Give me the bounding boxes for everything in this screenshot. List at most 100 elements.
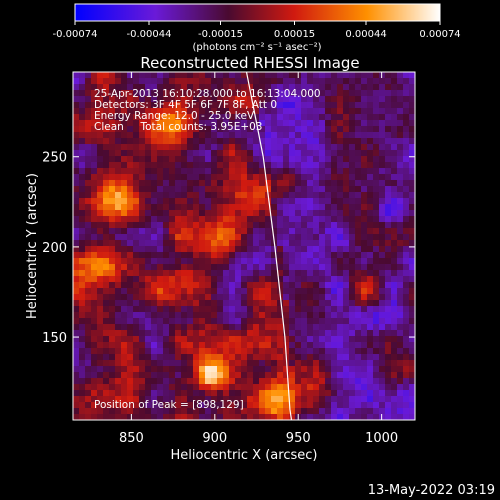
heatmap-cell xyxy=(235,258,241,264)
heatmap-cell xyxy=(385,282,391,288)
heatmap-cell xyxy=(307,240,313,246)
heatmap-cell xyxy=(319,270,325,276)
heatmap-cell xyxy=(373,276,379,282)
heatmap-cell xyxy=(325,84,331,90)
heatmap-cell xyxy=(277,378,283,384)
heatmap-cell xyxy=(409,354,415,360)
heatmap-cell xyxy=(271,96,277,102)
heatmap-cell xyxy=(343,408,349,414)
heatmap-cell xyxy=(121,342,127,348)
heatmap-cell xyxy=(85,330,91,336)
heatmap-cell xyxy=(229,102,235,108)
heatmap-cell xyxy=(199,372,205,378)
heatmap-cell xyxy=(193,204,199,210)
heatmap-cell xyxy=(103,186,109,192)
heatmap-cell xyxy=(295,246,301,252)
heatmap-cell xyxy=(151,102,157,108)
heatmap-cell xyxy=(277,156,283,162)
heatmap-cell xyxy=(265,360,271,366)
heatmap-cell xyxy=(409,390,415,396)
heatmap-cell xyxy=(307,132,313,138)
heatmap-cell xyxy=(391,318,397,324)
heatmap-cell xyxy=(277,360,283,366)
heatmap-cell xyxy=(295,132,301,138)
heatmap-cell xyxy=(109,96,115,102)
heatmap-cell xyxy=(85,90,91,96)
heatmap-cell xyxy=(247,318,253,324)
heatmap-cell xyxy=(313,276,319,282)
heatmap-cell xyxy=(253,162,259,168)
heatmap-cell xyxy=(385,270,391,276)
plot-frame xyxy=(72,71,416,421)
heatmap-cell xyxy=(103,414,109,420)
heatmap-cell xyxy=(103,72,109,78)
heatmap-cell xyxy=(157,336,163,342)
heatmap-cell xyxy=(163,264,169,270)
heatmap-cell xyxy=(283,318,289,324)
heatmap-cell xyxy=(205,168,211,174)
heatmap-cell xyxy=(385,210,391,216)
heatmap-cell xyxy=(337,210,343,216)
heatmap-cell xyxy=(139,330,145,336)
heatmap-cell xyxy=(133,312,139,318)
heatmap-cell xyxy=(349,246,355,252)
heatmap-cell xyxy=(235,144,241,150)
heatmap-cell xyxy=(109,246,115,252)
heatmap-cell xyxy=(337,162,343,168)
heatmap-cell xyxy=(271,102,277,108)
heatmap-cell xyxy=(211,222,217,228)
heatmap-cell xyxy=(145,264,151,270)
heatmap-cell xyxy=(259,342,265,348)
heatmap-cell xyxy=(169,360,175,366)
heatmap-cell xyxy=(265,84,271,90)
heatmap-cell xyxy=(379,132,385,138)
heatmap-cell xyxy=(391,336,397,342)
heatmap-cell xyxy=(211,252,217,258)
heatmap-cell xyxy=(247,168,253,174)
heatmap-cell xyxy=(217,324,223,330)
heatmap-cell xyxy=(391,180,397,186)
heatmap-cell xyxy=(199,216,205,222)
heatmap-cell xyxy=(385,72,391,78)
heatmap-cell xyxy=(265,330,271,336)
heatmap-cell xyxy=(73,168,79,174)
heatmap-cell xyxy=(127,144,133,150)
heatmap-cell xyxy=(247,396,253,402)
heatmap-cell xyxy=(193,114,199,120)
heatmap-cell xyxy=(223,96,229,102)
heatmap-cell xyxy=(169,198,175,204)
heatmap-cell xyxy=(271,222,277,228)
colorbar xyxy=(74,3,441,22)
heatmap-cell xyxy=(301,78,307,84)
heatmap-cell xyxy=(205,174,211,180)
heatmap-cell xyxy=(241,384,247,390)
heatmap-cell xyxy=(223,294,229,300)
heatmap-cell xyxy=(373,162,379,168)
heatmap-cell xyxy=(265,120,271,126)
heatmap-cell xyxy=(85,150,91,156)
heatmap-cell xyxy=(391,204,397,210)
heatmap-cell xyxy=(169,336,175,342)
heatmap-cell xyxy=(115,396,121,402)
heatmap-cell xyxy=(211,294,217,300)
heatmap-cell xyxy=(79,258,85,264)
heatmap-cell xyxy=(217,192,223,198)
heatmap-cell xyxy=(175,180,181,186)
heatmap-cell xyxy=(163,282,169,288)
heatmap-cell xyxy=(271,288,277,294)
heatmap-cell xyxy=(391,252,397,258)
heatmap-cell xyxy=(361,372,367,378)
heatmap-cell xyxy=(229,72,235,78)
heatmap-cell xyxy=(325,90,331,96)
heatmap-cell xyxy=(319,78,325,84)
heatmap-cell xyxy=(367,372,373,378)
heatmap-cell xyxy=(193,228,199,234)
heatmap-cell xyxy=(97,162,103,168)
heatmap-cell xyxy=(409,114,415,120)
heatmap-cell xyxy=(301,336,307,342)
heatmap-cell xyxy=(175,210,181,216)
heatmap-cell xyxy=(223,240,229,246)
heatmap-cell xyxy=(181,246,187,252)
heatmap-cell xyxy=(175,288,181,294)
heatmap-cell xyxy=(343,342,349,348)
